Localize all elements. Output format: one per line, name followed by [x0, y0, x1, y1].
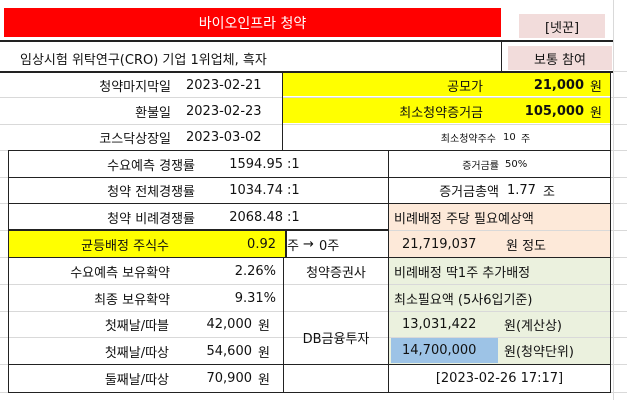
holding-final-value: 9.31%	[234, 290, 276, 306]
deadline-label: 청약마지막일	[99, 79, 171, 95]
deposit-rate-value: 50%	[505, 158, 528, 170]
min-deposit-unit: 원	[590, 105, 602, 121]
offer-price-unit: 원	[590, 79, 602, 95]
price-row-2-label: 첫째날/따상	[104, 345, 169, 361]
equal-alloc-unit: 주	[287, 238, 299, 254]
holding-demand-label: 수요예측 보유확약	[70, 265, 170, 281]
holding-demand-value: 2.26%	[234, 263, 276, 279]
offer-price-bg	[283, 72, 610, 96]
listing-value: 2023-03-02	[186, 129, 262, 145]
price-row-1-unit: 원	[258, 318, 270, 334]
recommendation-badge: 보통 참여	[534, 52, 586, 68]
unit-value: 14,700,000	[402, 342, 477, 358]
min-deposit-bg	[283, 98, 610, 123]
listing-label: 코스닥상장일	[99, 131, 171, 147]
price-row-2-unit: 원	[258, 345, 270, 361]
total-deposit-value: 1.77	[507, 183, 536, 198]
prop-ratio-label: 청약 비례경쟁률	[107, 211, 195, 227]
min-shares-label: 최소청약주수	[440, 133, 496, 145]
prop-per-share-label: 비례배정 주당 필요예상액	[394, 211, 534, 227]
prop-one-share-label2: 최소필요액 (5사6입기준)	[394, 292, 533, 308]
total-deposit-unit: 조	[543, 185, 555, 200]
prop-per-share-unit: 원 정도	[506, 238, 547, 254]
demand-ratio-value: 1594.95	[229, 156, 283, 172]
calc-unit: 원(계산상)	[504, 318, 562, 334]
broker-label: 청약증권사	[306, 265, 366, 281]
refund-value: 2023-02-23	[186, 103, 262, 119]
prop-one-share-label: 비례배정 딱1주 추가배정	[394, 265, 531, 281]
equal-alloc-value: 0.92	[247, 236, 276, 252]
min-deposit-value: 105,000	[524, 103, 584, 119]
total-deposit-label: 증거금총액	[439, 185, 499, 200]
price-row-1-label: 첫째날/따블	[104, 318, 169, 334]
equal-alloc-result: 0주	[319, 238, 340, 254]
tag-bg	[519, 14, 605, 38]
prop-per-share-value: 21,719,037	[402, 236, 477, 252]
total-ratio-suffix: :1	[287, 183, 300, 198]
price-row-3-value: 70,900	[206, 371, 253, 386]
broker-name: DB금융투자	[302, 332, 370, 347]
price-row-3-label: 둘째날/따상	[104, 373, 169, 388]
min-shares-unit: 주	[521, 133, 531, 145]
demand-ratio-suffix: :1	[287, 156, 300, 172]
offer-price-value: 21,000	[533, 77, 584, 93]
equal-alloc-bg	[8, 230, 285, 257]
prop-ratio-suffix: :1	[287, 209, 300, 225]
company-description: 임상시험 위탁연구(CRO) 기업 1위업체, 흑자	[20, 52, 267, 68]
price-row-2-value: 54,600	[206, 343, 253, 359]
prop-ratio-value: 2068.48	[229, 209, 283, 225]
min-deposit-label: 최소청약증거금	[399, 105, 483, 121]
holding-final-label: 최종 보유확약	[94, 292, 170, 308]
unit-unit: 원(청약단위)	[504, 344, 574, 360]
total-ratio-label: 청약 전체경쟁률	[107, 185, 195, 200]
min-shares-value: 10	[503, 131, 516, 143]
demand-ratio-label: 수요예측 경쟁률	[107, 158, 195, 174]
deposit-rate-label: 증거금률	[462, 160, 499, 172]
price-row-3-unit: 원	[258, 373, 270, 388]
deadline-value: 2023-02-21	[186, 77, 262, 93]
calc-value: 13,031,422	[402, 316, 477, 332]
unit-value-bg	[391, 337, 498, 363]
total-ratio-value: 1034.74	[229, 183, 283, 198]
title-bar-bg	[4, 8, 501, 37]
recommendation-bg	[508, 46, 612, 70]
offer-price-label: 공모가	[447, 79, 483, 95]
tag-label: [넷꾼]	[544, 20, 580, 36]
refund-label: 환불일	[135, 105, 171, 121]
timestamp: [2023-02-26 17:17]	[435, 371, 564, 386]
page-title: 바이오인프라 청약	[198, 15, 307, 32]
price-row-1-value: 42,000	[206, 316, 253, 332]
arrow-right-icon: →	[303, 236, 314, 252]
equal-alloc-label: 균등배정 주식수	[81, 238, 169, 254]
